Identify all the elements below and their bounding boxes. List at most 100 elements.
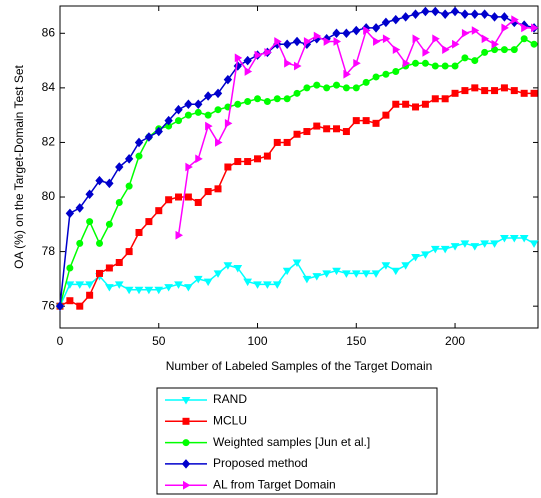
marker bbox=[491, 87, 499, 95]
marker bbox=[272, 281, 282, 289]
marker bbox=[214, 106, 222, 114]
marker bbox=[223, 262, 233, 270]
marker bbox=[470, 243, 480, 251]
marker bbox=[471, 84, 479, 92]
marker bbox=[422, 48, 430, 57]
marker bbox=[441, 95, 449, 103]
marker bbox=[244, 67, 253, 76]
marker bbox=[461, 87, 469, 95]
marker bbox=[263, 281, 272, 289]
marker bbox=[234, 53, 243, 63]
marker bbox=[460, 240, 470, 248]
marker bbox=[105, 178, 114, 189]
legend-label: Weighted samples [Jun et al.] bbox=[213, 435, 370, 449]
marker bbox=[471, 57, 479, 65]
marker bbox=[511, 15, 519, 25]
legend-label: RAND bbox=[213, 392, 247, 406]
marker bbox=[491, 39, 500, 49]
marker bbox=[391, 14, 400, 25]
marker bbox=[66, 297, 74, 305]
marker bbox=[175, 193, 183, 201]
marker bbox=[343, 69, 351, 79]
marker bbox=[323, 125, 331, 133]
marker bbox=[115, 162, 124, 172]
marker bbox=[215, 138, 223, 147]
marker bbox=[175, 230, 184, 240]
marker bbox=[125, 182, 133, 190]
y-tick-label: 80 bbox=[42, 189, 56, 203]
marker bbox=[224, 118, 233, 128]
marker bbox=[204, 188, 212, 196]
marker bbox=[114, 281, 124, 289]
marker bbox=[392, 67, 400, 75]
x-tick-label: 50 bbox=[152, 334, 166, 348]
marker bbox=[312, 273, 322, 281]
marker bbox=[461, 28, 470, 38]
marker bbox=[490, 12, 499, 22]
marker bbox=[451, 62, 459, 70]
marker bbox=[412, 59, 420, 67]
marker bbox=[460, 9, 470, 19]
marker bbox=[531, 23, 539, 33]
marker bbox=[352, 84, 360, 92]
x-tick-label: 150 bbox=[346, 334, 366, 348]
marker bbox=[182, 417, 190, 425]
marker bbox=[65, 281, 75, 289]
marker bbox=[332, 28, 341, 39]
marker bbox=[382, 34, 391, 44]
marker bbox=[95, 175, 104, 186]
marker bbox=[530, 40, 538, 48]
marker bbox=[373, 37, 381, 46]
marker bbox=[302, 275, 312, 284]
marker bbox=[470, 9, 479, 19]
marker bbox=[371, 270, 381, 278]
marker bbox=[224, 163, 232, 171]
y-tick-label: 76 bbox=[42, 298, 56, 312]
marker bbox=[510, 87, 518, 95]
marker bbox=[165, 196, 173, 204]
series-line bbox=[59, 87, 535, 308]
marker bbox=[194, 198, 202, 206]
marker bbox=[254, 50, 263, 60]
marker bbox=[442, 45, 450, 55]
marker bbox=[274, 37, 282, 46]
series-line bbox=[177, 18, 535, 236]
marker bbox=[441, 9, 450, 19]
marker bbox=[223, 74, 233, 85]
x-tick-label: 100 bbox=[248, 334, 268, 348]
marker bbox=[76, 239, 84, 247]
marker bbox=[313, 81, 321, 89]
marker bbox=[205, 121, 213, 131]
marker bbox=[303, 128, 311, 136]
marker bbox=[293, 89, 301, 97]
marker bbox=[323, 84, 331, 92]
marker bbox=[322, 270, 332, 278]
marker bbox=[243, 278, 253, 287]
marker bbox=[244, 158, 252, 166]
y-tick-label: 82 bbox=[42, 135, 56, 149]
marker bbox=[351, 270, 361, 278]
marker bbox=[411, 254, 420, 262]
marker bbox=[461, 54, 469, 62]
marker bbox=[75, 281, 85, 289]
marker bbox=[96, 269, 104, 277]
marker bbox=[203, 91, 213, 101]
marker bbox=[182, 439, 190, 447]
marker bbox=[333, 37, 342, 46]
marker bbox=[282, 39, 292, 49]
marker bbox=[174, 104, 183, 115]
marker bbox=[431, 95, 439, 103]
marker bbox=[134, 137, 144, 148]
marker bbox=[401, 12, 410, 22]
marker bbox=[371, 23, 381, 33]
marker bbox=[481, 48, 489, 56]
marker bbox=[105, 220, 113, 228]
marker bbox=[85, 281, 94, 289]
marker bbox=[402, 58, 411, 68]
marker bbox=[382, 111, 390, 119]
marker bbox=[135, 152, 143, 160]
marker bbox=[263, 152, 271, 160]
marker bbox=[125, 248, 133, 256]
marker bbox=[254, 155, 262, 163]
marker bbox=[86, 218, 94, 226]
